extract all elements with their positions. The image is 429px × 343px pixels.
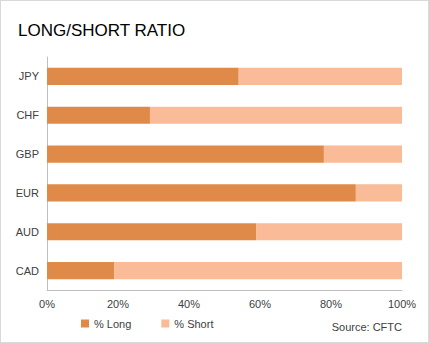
svg-text:AUD: AUD — [16, 226, 39, 238]
svg-text:100%: 100% — [388, 298, 416, 310]
svg-text:EUR: EUR — [16, 187, 39, 199]
svg-text:GBP: GBP — [16, 148, 39, 160]
svg-text:40%: 40% — [178, 298, 200, 310]
svg-text:% Short: % Short — [174, 318, 213, 330]
svg-text:Source: CFTC: Source: CFTC — [332, 321, 402, 333]
svg-text:CAD: CAD — [16, 265, 39, 277]
svg-text:60%: 60% — [249, 298, 271, 310]
svg-text:CHF: CHF — [16, 109, 39, 121]
svg-text:0%: 0% — [39, 298, 55, 310]
svg-text:LONG/SHORT RATIO: LONG/SHORT RATIO — [18, 21, 185, 40]
svg-text:20%: 20% — [107, 298, 129, 310]
svg-text:80%: 80% — [320, 298, 342, 310]
svg-text:JPY: JPY — [19, 70, 40, 82]
svg-text:% Long: % Long — [94, 318, 131, 330]
